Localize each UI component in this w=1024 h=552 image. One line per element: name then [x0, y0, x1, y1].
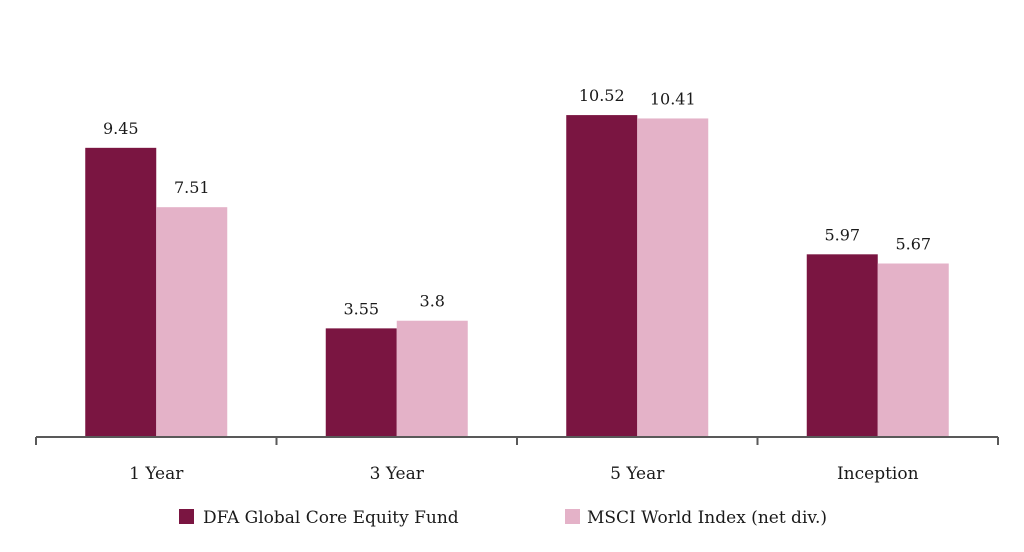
bar-1-3-year [325, 328, 397, 437]
x-tick-label-1-year: 1 Year [129, 464, 184, 484]
data-label-2-1-year: 7.51 [174, 178, 210, 197]
bar-1-5-year [566, 115, 638, 437]
bar-1-1-year [85, 147, 157, 437]
data-label-2-inception: 5.67 [895, 234, 931, 253]
bar-2-5-year [637, 118, 709, 437]
bar-2-1-year [156, 207, 228, 437]
x-tick-label-inception: Inception [837, 464, 919, 484]
data-label-2-5-year: 10.41 [650, 89, 696, 108]
x-tick-label-5-year: 5 Year [610, 464, 665, 484]
data-label-1-3-year: 3.55 [343, 299, 379, 318]
legend-label-1: DFA Global Core Equity Fund [203, 508, 459, 528]
bar-2-3-year [396, 320, 468, 437]
bar-2-inception [877, 263, 949, 437]
x-axis: 1 Year 3 Year 5 Year Inception [35, 436, 999, 484]
value-labels-layer: 9.45 7.51 3.55 3.8 10.52 10.41 5.97 5.67 [103, 86, 931, 318]
legend-swatch-1 [179, 509, 194, 524]
legend-swatch-2 [565, 509, 580, 524]
legend: DFA Global Core Equity Fund MSCI World In… [179, 508, 827, 528]
data-label-1-inception: 5.97 [824, 225, 860, 244]
bars-layer [85, 115, 949, 437]
data-label-1-5-year: 10.52 [579, 86, 625, 105]
data-label-2-3-year: 3.8 [420, 292, 445, 311]
bar-1-inception [806, 254, 878, 437]
data-label-1-1-year: 9.45 [103, 119, 139, 138]
x-tick-label-3-year: 3 Year [370, 464, 425, 484]
legend-label-2: MSCI World Index (net div.) [587, 508, 827, 528]
